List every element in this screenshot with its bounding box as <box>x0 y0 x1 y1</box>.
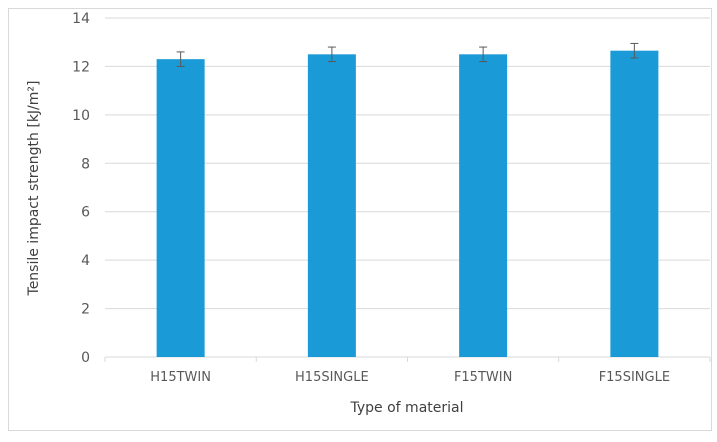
x-axis-label: Type of material <box>350 400 464 416</box>
y-axis-ticks: 0 2 4 6 8 10 12 14 <box>72 11 90 366</box>
y-tick-label: 14 <box>72 11 90 27</box>
x-axis-labels: H15TWIN H15SINGLE F15TWIN F15SINGLE <box>150 370 670 385</box>
x-category-label: H15TWIN <box>150 370 211 385</box>
error-bar <box>630 42 639 59</box>
y-tick-label: 0 <box>81 350 90 366</box>
bar <box>156 59 205 358</box>
y-tick-label: 4 <box>81 253 90 269</box>
x-category-label: H15SINGLE <box>295 370 369 385</box>
bar <box>459 54 508 357</box>
y-tick-label: 10 <box>72 108 90 124</box>
bar <box>307 54 356 357</box>
bars <box>156 42 659 358</box>
x-category-label: F15SINGLE <box>599 370 670 385</box>
y-tick-label: 2 <box>81 302 90 318</box>
y-tick-label: 6 <box>81 205 90 221</box>
gridlines <box>104 17 711 362</box>
y-tick-label: 12 <box>72 59 90 75</box>
bar <box>610 50 659 358</box>
x-category-label: F15TWIN <box>454 370 512 385</box>
y-tick-label: 8 <box>81 156 90 172</box>
error-bar <box>176 51 185 67</box>
error-bar <box>479 46 488 63</box>
chart-frame <box>8 8 712 431</box>
y-axis-label: Tensile impact strength [kJ/m²] <box>26 81 42 297</box>
error-bar <box>327 46 336 63</box>
